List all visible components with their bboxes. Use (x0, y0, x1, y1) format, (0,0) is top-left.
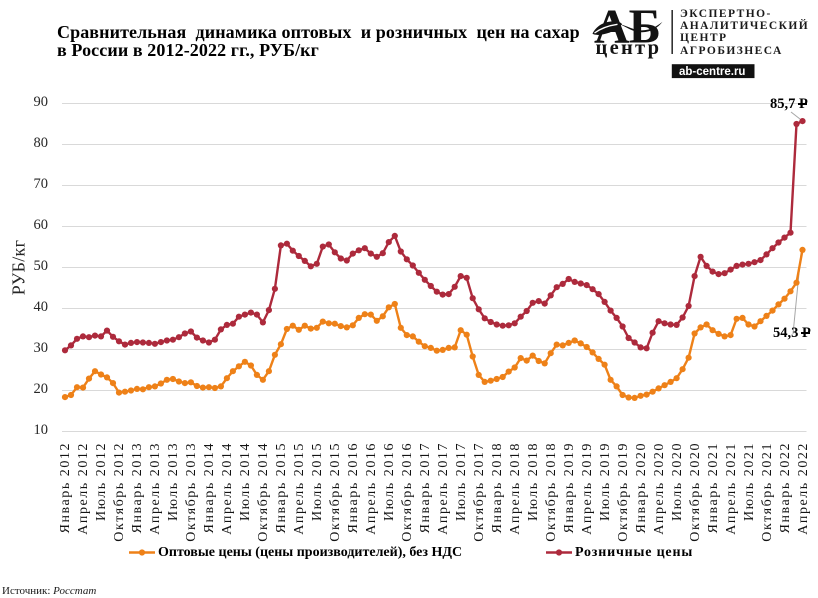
svg-text:ab-centre.ru: ab-centre.ru (679, 66, 745, 78)
svg-text:центр: центр (596, 37, 661, 59)
